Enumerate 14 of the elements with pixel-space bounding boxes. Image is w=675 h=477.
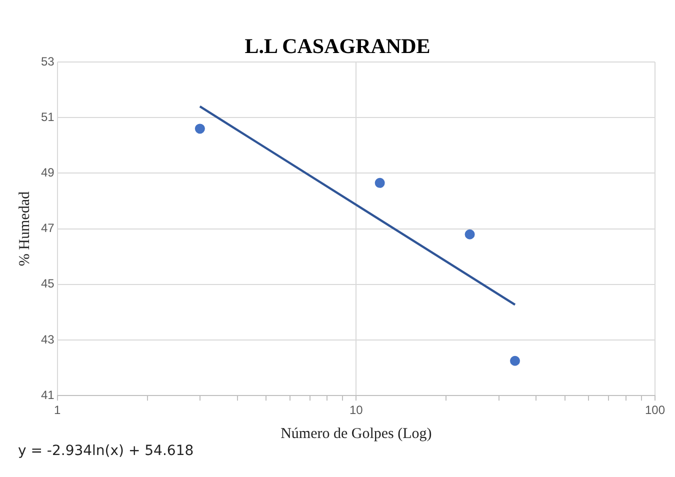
y-tick-label: 43 xyxy=(40,332,55,346)
text: y = -2.934ln(x) + 54.618 xyxy=(18,443,194,459)
y-tick-label: 41 xyxy=(40,388,55,402)
y-tick-label: 49 xyxy=(40,166,55,180)
y-tick-label: 45 xyxy=(40,276,55,291)
x-tick-label: 100 xyxy=(644,403,666,418)
x-axis-title: Número de Golpes (Log) xyxy=(280,426,432,442)
y-tick-label: 47 xyxy=(40,221,55,236)
y-tick-label: 53 xyxy=(40,54,55,68)
x-tick-label: 10 xyxy=(349,403,364,418)
x-tick-label: 1 xyxy=(54,403,62,418)
chart-title: L.L CASAGRANDE xyxy=(244,34,430,58)
y-tick-label: 51 xyxy=(40,110,55,124)
y-axis-title: % Humedad xyxy=(16,191,33,266)
